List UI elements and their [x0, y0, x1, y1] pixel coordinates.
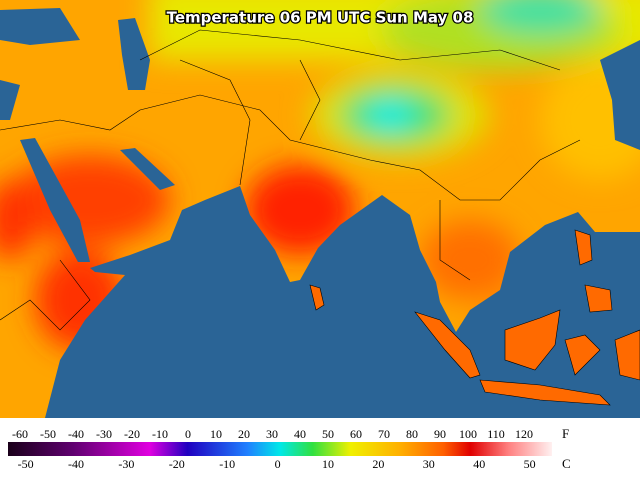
c-tick-label: -30 — [118, 457, 134, 471]
f-tick-label: 20 — [238, 427, 250, 441]
f-tick-label: 120 — [515, 427, 533, 441]
caspian-sea — [118, 18, 150, 90]
c-tick-label: 0 — [275, 457, 281, 471]
f-tick-label: 40 — [294, 427, 306, 441]
f-tick-label: -60 — [12, 427, 28, 441]
f-tick-label: 10 — [210, 427, 222, 441]
legend: F C -60 -50 -40 -30 -20 -10 0 10 20 30 40 50 60 70 80 9… — [12, 426, 571, 471]
c-tick-label: -40 — [68, 457, 84, 471]
f-tick-label: 90 — [434, 427, 446, 441]
c-tick-label: 10 — [322, 457, 334, 471]
islands — [309, 229, 640, 406]
f-tick-label: 100 — [459, 427, 477, 441]
mediterranean — [0, 80, 20, 120]
c-tick-label: -50 — [18, 457, 34, 471]
f-tick-label: 110 — [487, 427, 505, 441]
c-tick-label: 30 — [423, 457, 435, 471]
f-tick-label: -40 — [68, 427, 84, 441]
f-tick-label: 50 — [322, 427, 334, 441]
borders — [0, 29, 581, 331]
f-tick-label: -30 — [96, 427, 112, 441]
f-tick-label: 70 — [378, 427, 390, 441]
f-tick-label: 80 — [406, 427, 418, 441]
f-tick-label: -50 — [40, 427, 56, 441]
red-sea — [20, 138, 90, 262]
c-unit: C — [562, 456, 571, 471]
black-sea — [0, 8, 80, 45]
color-scale — [8, 442, 552, 456]
ocean — [45, 186, 640, 418]
map: Temperature 06 PM UTC Sun May 08 — [0, 0, 640, 418]
c-tick-label: 40 — [473, 457, 485, 471]
c-tick-label: -10 — [219, 457, 235, 471]
f-tick-label: 60 — [350, 427, 362, 441]
f-tick-label: -20 — [124, 427, 140, 441]
f-tick-label: 30 — [266, 427, 278, 441]
f-tick-label: 0 — [185, 427, 191, 441]
f-tick-label: -10 — [152, 427, 168, 441]
map-title: Temperature 06 PM UTC Sun May 08 — [167, 9, 474, 27]
c-tick-label: -20 — [169, 457, 185, 471]
c-tick-label: 50 — [524, 457, 536, 471]
c-tick-label: 20 — [372, 457, 384, 471]
f-unit: F — [562, 426, 569, 441]
persian-gulf — [120, 148, 175, 190]
sea-of-japan — [600, 40, 640, 150]
